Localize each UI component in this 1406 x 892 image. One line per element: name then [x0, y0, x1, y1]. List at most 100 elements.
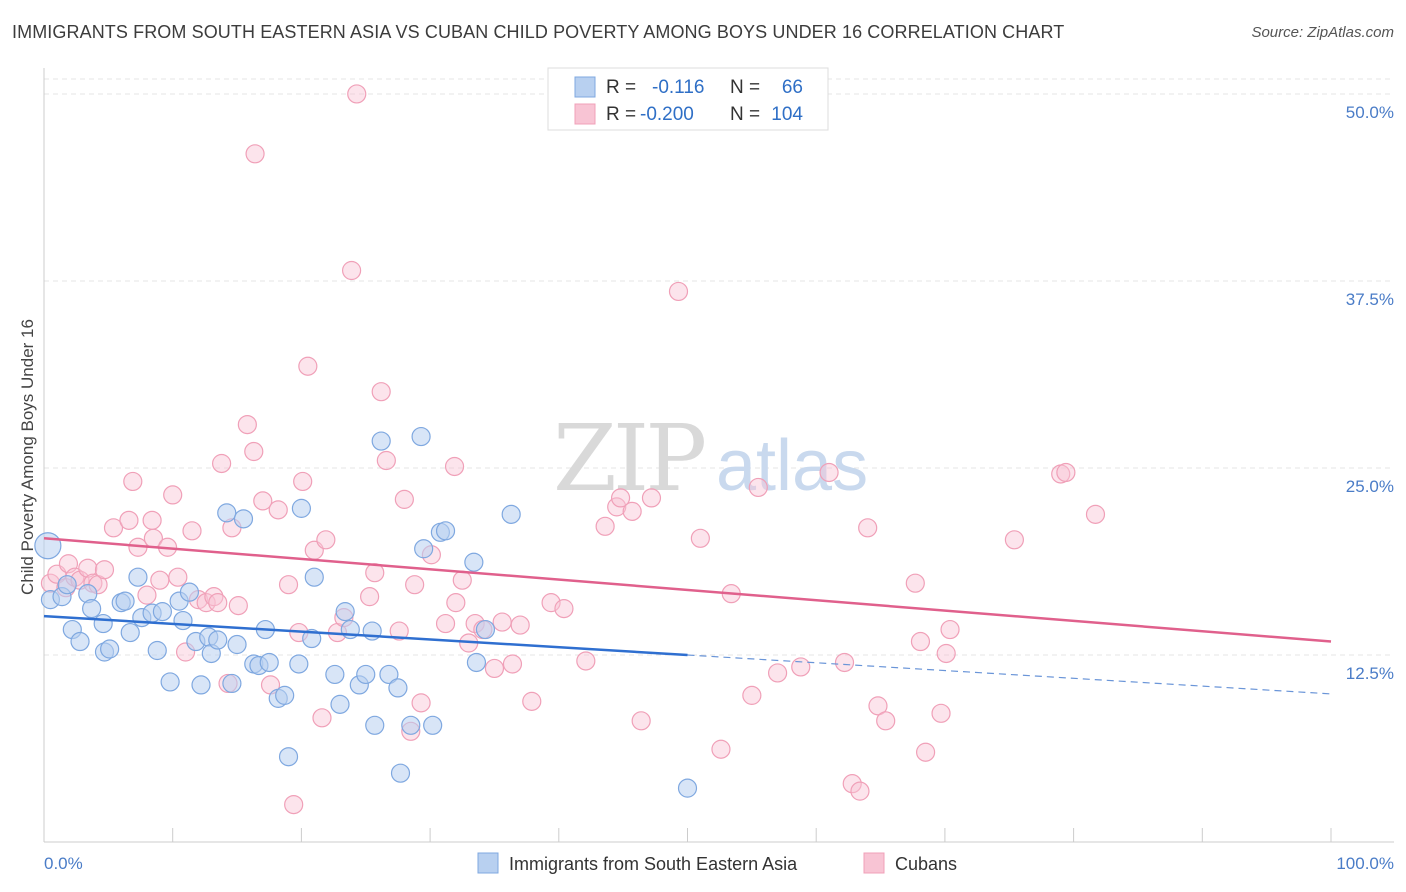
y-tick-labels: 12.5% 25.0% 37.5% 50.0% — [1346, 103, 1394, 683]
legend-box: R = -0.116 N = 66 R = -0.200 N = 104 — [547, 67, 829, 131]
x-tick-label-max: 100.0% — [1336, 854, 1394, 873]
point-sea — [325, 664, 345, 685]
point-cubans — [936, 643, 956, 664]
point-cubans — [1085, 504, 1106, 524]
point-sea — [464, 552, 484, 572]
bottom-legend-label-sea: Immigrants from South Eastern Asia — [509, 854, 798, 874]
point-cubans — [1004, 530, 1024, 550]
point-cubans — [163, 485, 183, 505]
point-sea — [435, 521, 456, 541]
point-sea — [160, 672, 180, 692]
point-sea — [191, 675, 211, 695]
bottom-legend-swatch-sea — [477, 852, 499, 874]
point-cubans — [411, 693, 431, 713]
point-cubans — [196, 593, 216, 613]
gridlines — [44, 78, 1394, 656]
point-cubans — [690, 528, 710, 548]
point-cubans — [212, 453, 232, 474]
point-cubans — [915, 742, 936, 762]
point-cubans — [819, 462, 839, 483]
point-cubans — [742, 685, 762, 705]
point-sea — [233, 509, 254, 529]
y-tick-label: 12.5% — [1346, 664, 1394, 683]
point-sea — [411, 426, 431, 447]
point-cubans — [244, 441, 264, 462]
point-sea — [388, 678, 408, 698]
point-cubans — [208, 593, 228, 613]
bottom-legend: Immigrants from South Eastern Asia Cuban… — [477, 852, 957, 874]
point-sea — [414, 539, 434, 559]
point-cubans — [78, 558, 98, 578]
y-tick-label: 37.5% — [1346, 290, 1394, 309]
point-cubans — [868, 696, 888, 716]
point-sea — [147, 640, 167, 661]
point-sea — [70, 631, 90, 652]
point-sea — [356, 664, 376, 685]
point-sea — [289, 654, 309, 674]
point-sea — [423, 715, 443, 735]
point-sea — [302, 628, 322, 649]
point-sea — [390, 763, 411, 783]
watermark: ZIP atlas — [553, 405, 868, 512]
bottom-legend-swatch-cubans — [863, 852, 885, 874]
series-sea-points — [34, 426, 698, 798]
point-sea — [275, 685, 295, 705]
point-cubans — [405, 575, 425, 595]
point-cubans — [253, 491, 273, 511]
point-cubans — [791, 657, 811, 677]
point-cubans — [182, 521, 202, 541]
point-cubans — [150, 570, 170, 590]
point-cubans — [284, 794, 304, 815]
point-sea — [371, 431, 391, 451]
legend-n-label-sea: N = — [730, 77, 760, 98]
point-cubans — [278, 575, 299, 595]
point-cubans — [622, 501, 642, 521]
point-cubans — [910, 631, 931, 652]
point-sea — [401, 715, 421, 735]
point-cubans — [245, 144, 265, 164]
point-cubans — [341, 260, 362, 281]
point-sea — [304, 567, 324, 587]
point-cubans — [858, 518, 878, 538]
point-cubans — [576, 651, 596, 671]
point-cubans — [940, 619, 960, 640]
point-cubans — [492, 612, 512, 632]
point-cubans — [595, 516, 615, 536]
point-cubans — [444, 456, 465, 477]
x-tick-label-min: 0.0% — [44, 854, 83, 873]
point-cubans — [1056, 462, 1076, 483]
point-cubans — [842, 774, 862, 794]
y-axis-title: Child Poverty Among Boys Under 16 — [18, 319, 37, 595]
legend-n-label-cubans: N = — [730, 104, 760, 125]
point-cubans — [554, 599, 574, 619]
point-cubans — [371, 382, 391, 402]
point-sea — [379, 664, 399, 685]
point-cubans — [168, 567, 188, 587]
point-cubans — [293, 471, 313, 492]
point-cubans — [298, 356, 318, 376]
point-cubans — [767, 663, 788, 683]
point-sea — [217, 503, 237, 523]
trend-line-cubans — [43, 537, 1332, 643]
point-cubans — [316, 530, 336, 550]
point-cubans — [360, 587, 380, 607]
point-sea — [128, 567, 148, 587]
x-ticks — [43, 828, 1332, 842]
y-tick-label: 25.0% — [1346, 477, 1394, 496]
trend-line-sea — [43, 614, 688, 657]
point-cubans — [610, 488, 631, 508]
point-cubans — [876, 711, 896, 731]
legend-n-value-cubans: 104 — [771, 104, 803, 125]
point-cubans — [905, 573, 925, 593]
bottom-legend-label-cubans: Cubans — [895, 854, 957, 874]
point-sea — [291, 498, 311, 518]
point-cubans — [312, 708, 332, 728]
point-cubans — [268, 500, 288, 520]
point-cubans — [522, 691, 542, 711]
point-cubans — [123, 471, 143, 492]
point-cubans — [834, 652, 855, 673]
point-cubans — [228, 596, 248, 616]
point-sea — [82, 599, 102, 619]
point-sea — [335, 602, 355, 622]
